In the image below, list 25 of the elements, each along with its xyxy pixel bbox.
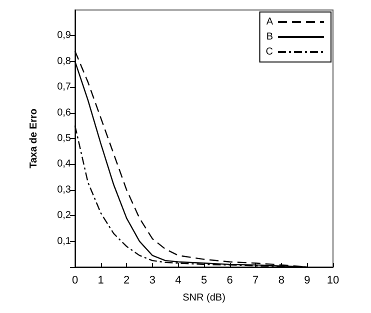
y-tick-label: 0,2 [57, 210, 72, 222]
x-tick-label: 1 [98, 274, 104, 286]
x-tick-label: 9 [304, 274, 310, 286]
x-axis-title: SNR (dB) [182, 292, 226, 304]
x-tick-label: 8 [278, 274, 284, 286]
y-tick-label: 0,7 [57, 82, 72, 93]
legend-label: C [266, 46, 273, 58]
x-tick-label: 4 [175, 274, 182, 286]
y-tick-label: 0,3 [57, 184, 72, 196]
x-tick-label: 2 [124, 274, 130, 286]
legend-label: B [266, 32, 274, 42]
y-tick-label: 0,9 [57, 30, 72, 42]
x-tick-label: 6 [226, 274, 233, 286]
x-tick-label: 0 [72, 274, 78, 286]
x-tick-label: 10 [326, 274, 340, 286]
y-tick-label: 0,1 [57, 236, 72, 247]
y-tick-label: 0,4 [57, 158, 72, 170]
x-tick-label: 3 [149, 274, 156, 286]
y-tick-label: 0,6 [57, 107, 72, 118]
y-axis-title: Taxa de Erro [28, 108, 40, 168]
x-tick-label: 5 [200, 274, 208, 286]
legend-label: A [266, 16, 274, 28]
x-tick-label: 7 [252, 274, 259, 286]
y-tick-label: 0,5 [57, 133, 72, 144]
y-tick-label: 0,8 [57, 56, 72, 67]
